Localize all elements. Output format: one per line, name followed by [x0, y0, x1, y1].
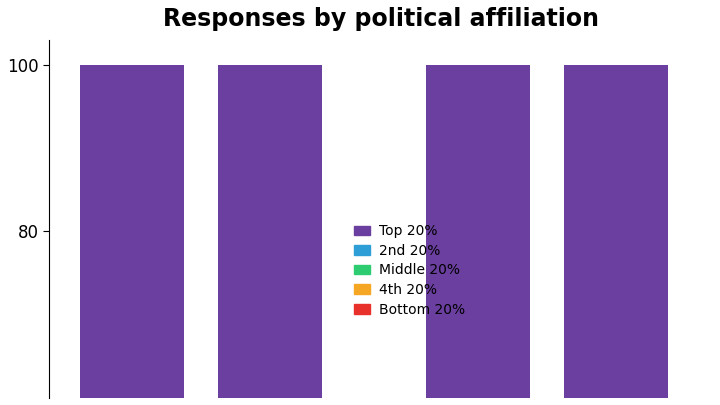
Title: Responses by political affiliation: Responses by political affiliation: [163, 7, 599, 31]
Legend: Top 20%, 2nd 20%, Middle 20%, 4th 20%, Bottom 20%: Top 20%, 2nd 20%, Middle 20%, 4th 20%, B…: [348, 219, 470, 322]
Bar: [564, 65, 668, 405]
Bar: [426, 65, 530, 405]
Bar: [218, 65, 323, 405]
Bar: [80, 65, 184, 405]
